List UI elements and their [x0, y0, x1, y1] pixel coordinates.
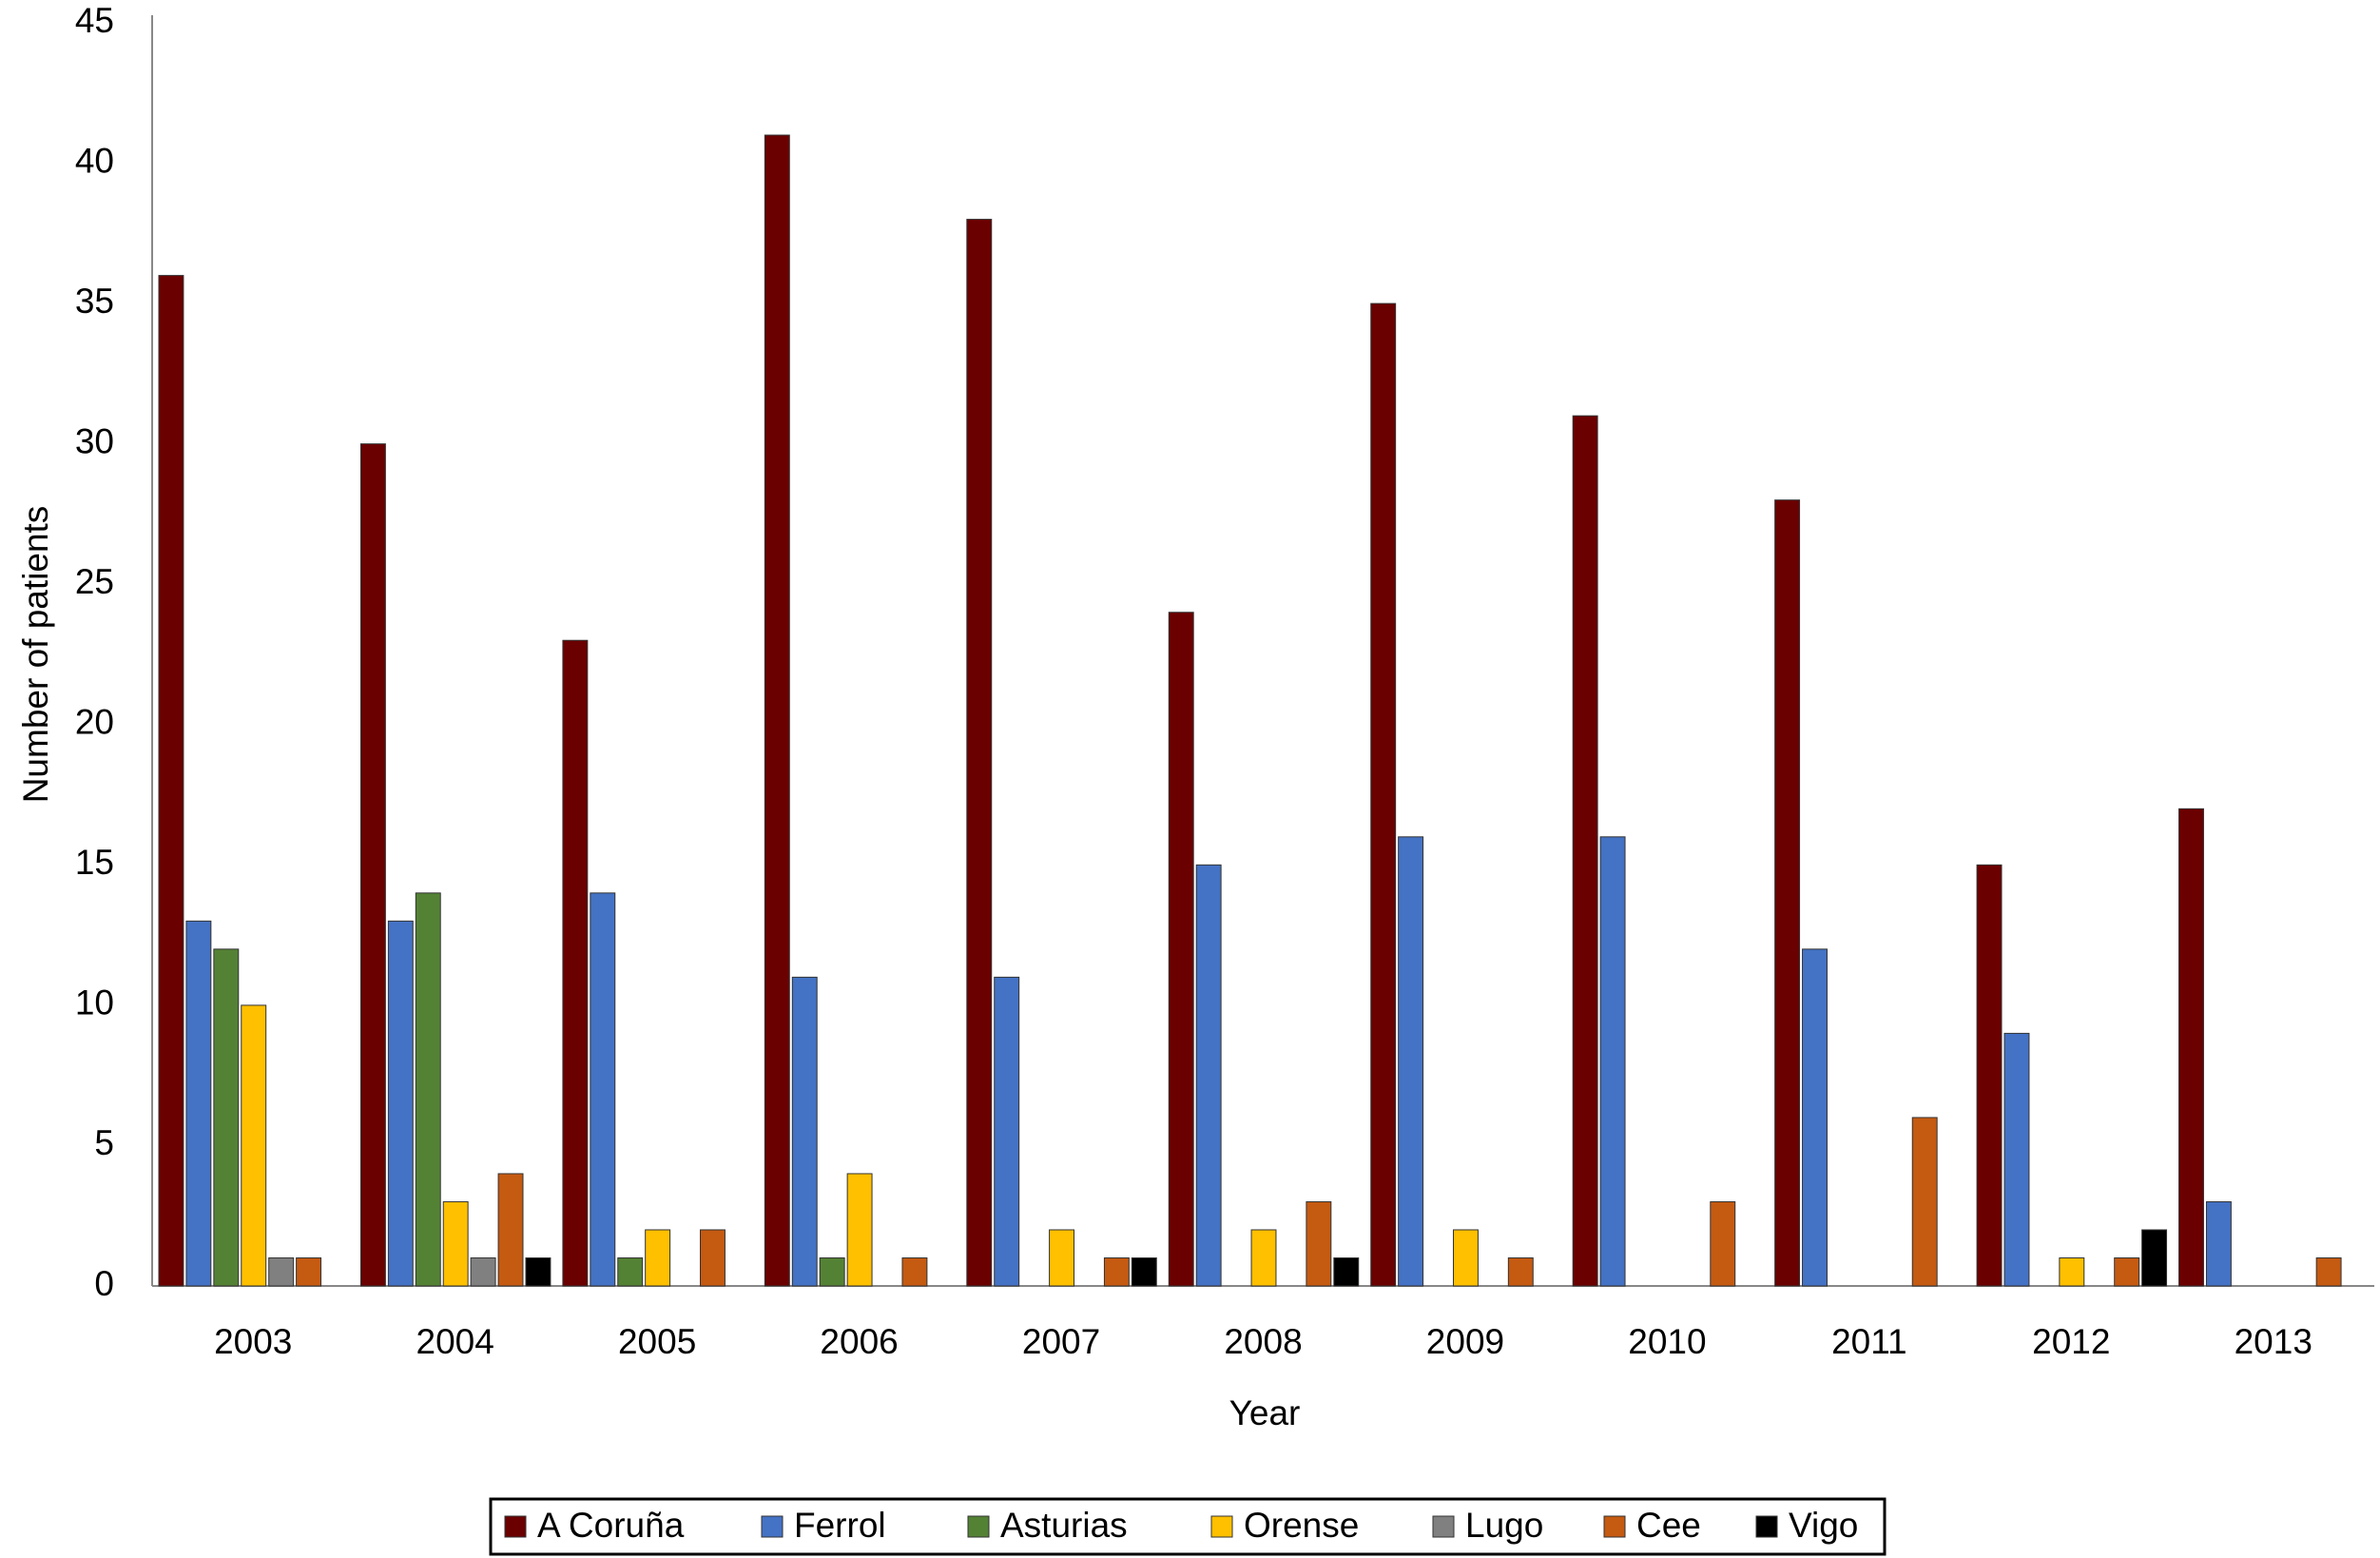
bar	[1103, 1256, 1130, 1287]
bar	[2178, 808, 2204, 1287]
bar	[562, 639, 589, 1287]
bar	[966, 219, 993, 1287]
bar	[1195, 864, 1222, 1287]
legend-swatch	[1603, 1515, 1626, 1538]
bar	[415, 892, 441, 1287]
bar	[1370, 302, 1397, 1287]
x-tick-label: 2007	[1022, 1322, 1100, 1361]
bar	[497, 1173, 524, 1287]
legend-label: Vigo	[1789, 1506, 1858, 1545]
bar	[791, 976, 818, 1287]
legend-label: Lugo	[1465, 1506, 1543, 1545]
bar	[158, 275, 184, 1287]
legend-box	[489, 1497, 1887, 1556]
y-tick-label: 35	[75, 282, 114, 321]
bar	[901, 1256, 928, 1287]
bar	[1710, 1200, 1736, 1287]
x-tick-label: 2006	[820, 1322, 898, 1361]
y-tick-label: 25	[75, 562, 114, 601]
bar	[1911, 1117, 1938, 1287]
bar	[1131, 1256, 1157, 1287]
bar	[1976, 864, 2003, 1287]
y-tick-label: 40	[75, 141, 114, 180]
bar	[645, 1229, 671, 1287]
x-tick-label: 2010	[1628, 1322, 1706, 1361]
y-tick-label: 45	[75, 1, 114, 40]
x-tick-label: 2009	[1426, 1322, 1504, 1361]
x-tick-label: 2008	[1224, 1322, 1302, 1361]
bar	[1306, 1200, 1332, 1287]
legend-swatch	[1210, 1515, 1233, 1538]
bar	[1452, 1229, 1479, 1287]
legend-swatch	[761, 1515, 784, 1538]
y-tick-label: 20	[75, 703, 114, 742]
bar	[185, 920, 212, 1287]
x-tick-label: 2012	[2032, 1322, 2110, 1361]
bar	[1250, 1229, 1277, 1287]
bar	[2315, 1256, 2342, 1287]
x-tick-label: 2013	[2235, 1322, 2312, 1361]
bar	[617, 1256, 644, 1287]
bar	[1049, 1229, 1075, 1287]
legend-swatch	[1432, 1515, 1455, 1538]
y-tick-label: 5	[94, 1123, 114, 1162]
bar	[241, 1004, 267, 1287]
x-tick-label: 2003	[214, 1322, 292, 1361]
bar	[1572, 415, 1598, 1287]
bar	[1333, 1256, 1360, 1287]
y-tick-label: 30	[75, 421, 114, 460]
bar	[470, 1256, 496, 1287]
bar	[2003, 1032, 2030, 1287]
bar	[700, 1229, 726, 1287]
legend-label: Asturias	[1000, 1506, 1128, 1545]
bar	[994, 976, 1020, 1287]
x-tick-label: 2004	[416, 1322, 494, 1361]
legend-label: Ferrol	[794, 1506, 886, 1545]
bar	[296, 1256, 322, 1287]
bar	[213, 948, 240, 1287]
bar	[1168, 612, 1194, 1287]
bar	[2141, 1229, 2168, 1287]
bar	[268, 1256, 295, 1287]
bar	[359, 443, 386, 1287]
bar	[525, 1256, 551, 1287]
bar	[1802, 948, 1828, 1287]
bar	[819, 1256, 845, 1287]
bar	[1398, 836, 1424, 1287]
x-axis-label: Year	[1229, 1393, 1301, 1432]
y-tick-label: 10	[75, 983, 114, 1022]
y-tick-label: 15	[75, 843, 114, 882]
bar	[2059, 1256, 2085, 1287]
bar	[764, 134, 790, 1287]
legend-label: Cee	[1636, 1506, 1701, 1545]
legend-swatch	[504, 1515, 527, 1538]
bar	[442, 1200, 469, 1287]
y-tick-label: 0	[94, 1264, 114, 1303]
bar	[2205, 1200, 2232, 1287]
x-tick-label: 2005	[618, 1322, 696, 1361]
bar	[2114, 1256, 2140, 1287]
legend-swatch	[967, 1515, 990, 1538]
x-tick-label: 2011	[1831, 1322, 1907, 1361]
bar	[1599, 836, 1626, 1287]
legend-swatch	[1755, 1515, 1778, 1538]
legend-label: A Coruña	[537, 1506, 685, 1545]
bar	[590, 892, 616, 1287]
y-axis-label: Number of patients	[16, 506, 55, 804]
legend-label: Orense	[1244, 1506, 1359, 1545]
bar	[1774, 499, 1801, 1287]
bar	[846, 1173, 873, 1287]
bar	[1507, 1256, 1534, 1287]
bar	[387, 920, 414, 1287]
